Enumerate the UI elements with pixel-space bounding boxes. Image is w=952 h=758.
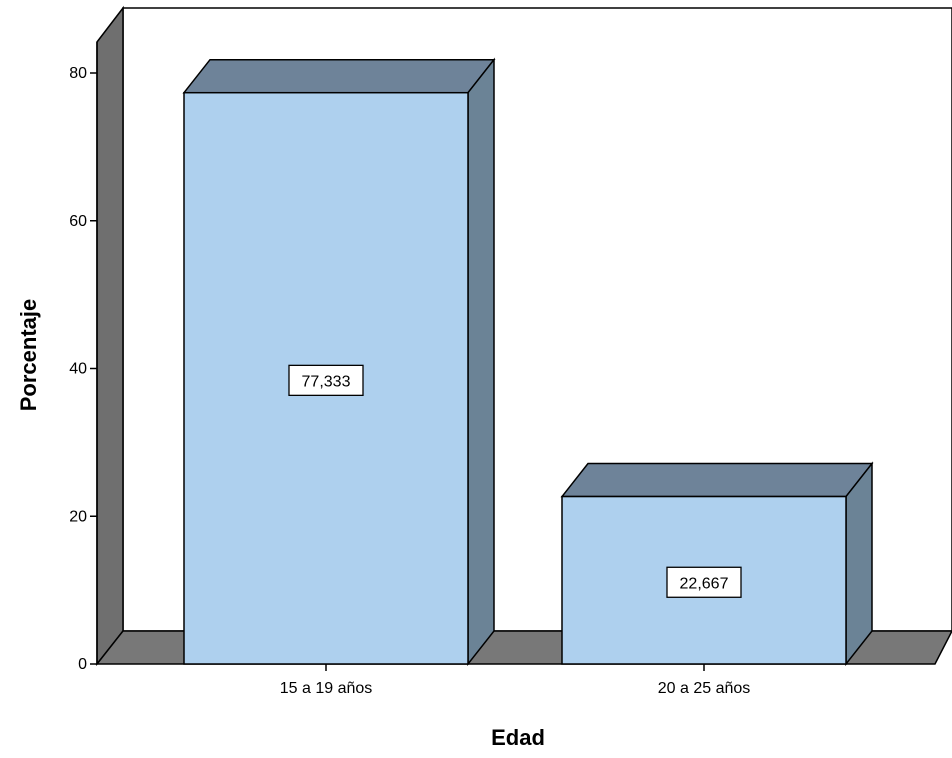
x-tick-label: 20 a 25 años (658, 680, 751, 697)
bar-side (845, 461, 873, 667)
data-label: 77,333 (302, 373, 351, 390)
y-tick-label: 20 (69, 508, 87, 525)
y-axis-title: Porcentaje (16, 299, 41, 412)
bar-top (560, 462, 874, 498)
x-axis-title: Edad (491, 725, 545, 750)
bar-group (560, 461, 874, 667)
y-tick-label: 80 (69, 65, 87, 82)
y-tick-label: 0 (78, 656, 87, 673)
y-tick-label: 40 (69, 361, 87, 378)
y-tick-label: 60 (69, 213, 87, 230)
bar-side (467, 57, 495, 667)
bar-group (182, 57, 496, 667)
left-wall (96, 5, 124, 667)
data-label-box (666, 566, 742, 598)
bar-top (182, 58, 496, 94)
data-label-box (288, 364, 364, 397)
data-label: 22,667 (680, 575, 729, 592)
x-tick-label: 15 a 19 años (280, 680, 373, 697)
